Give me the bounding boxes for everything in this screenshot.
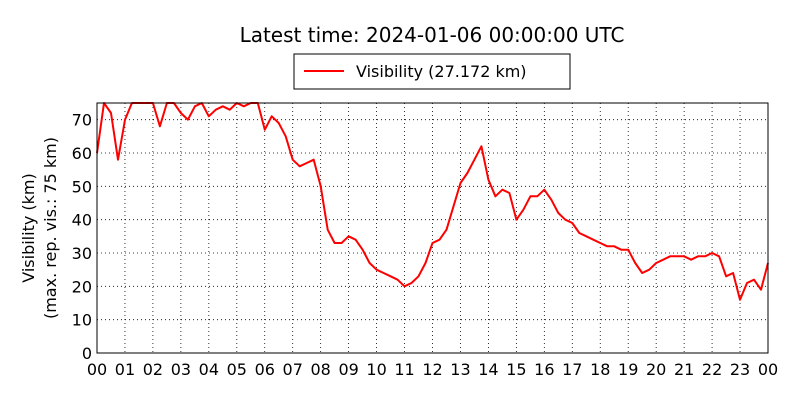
y-tick-label: 0 — [82, 344, 92, 363]
plot-frame — [96, 102, 769, 354]
x-tick-label: 20 — [646, 360, 666, 379]
x-tick-label: 13 — [450, 360, 470, 379]
x-tick-label: 00 — [758, 360, 778, 379]
x-tick-label: 08 — [310, 360, 330, 379]
x-tick-label: 12 — [422, 360, 442, 379]
x-tick-label: 19 — [618, 360, 638, 379]
x-tick-label: 18 — [590, 360, 610, 379]
legend-label: Visibility (27.172 km) — [356, 62, 527, 81]
x-tick-label: 01 — [115, 360, 135, 379]
x-tick-label: 22 — [702, 360, 722, 379]
y-axis-label: (max. rep. vis.: 75 km) — [41, 137, 60, 319]
x-tick-label: 05 — [227, 360, 247, 379]
x-tick-label: 10 — [366, 360, 386, 379]
x-tick-label: 16 — [534, 360, 554, 379]
y-tick-label: 50 — [72, 177, 92, 196]
x-tick-label: 00 — [87, 360, 107, 379]
x-tick-label: 11 — [394, 360, 414, 379]
x-tick-label: 02 — [143, 360, 163, 379]
y-tick-label: 20 — [72, 277, 92, 296]
y-tick-label: 30 — [72, 244, 92, 263]
x-tick-label: 14 — [478, 360, 498, 379]
x-tick-label: 23 — [730, 360, 750, 379]
x-tick-label: 03 — [171, 360, 191, 379]
x-tick-label: 21 — [674, 360, 694, 379]
x-tick-label: 15 — [506, 360, 526, 379]
x-tick-label: 04 — [199, 360, 219, 379]
y-axis-label: Visibility (km) — [19, 173, 38, 282]
chart-title: Latest time: 2024-01-06 00:00:00 UTC — [240, 23, 625, 47]
data-line — [96, 102, 769, 301]
y-tick-label: 10 — [72, 311, 92, 330]
x-tick-label: 07 — [283, 360, 303, 379]
y-tick-label: 60 — [72, 144, 92, 163]
x-tick-label: 06 — [255, 360, 275, 379]
x-tick-label: 17 — [562, 360, 582, 379]
x-tick-label: 09 — [338, 360, 358, 379]
y-tick-label: 70 — [72, 111, 92, 130]
y-tick-label: 40 — [72, 211, 92, 230]
